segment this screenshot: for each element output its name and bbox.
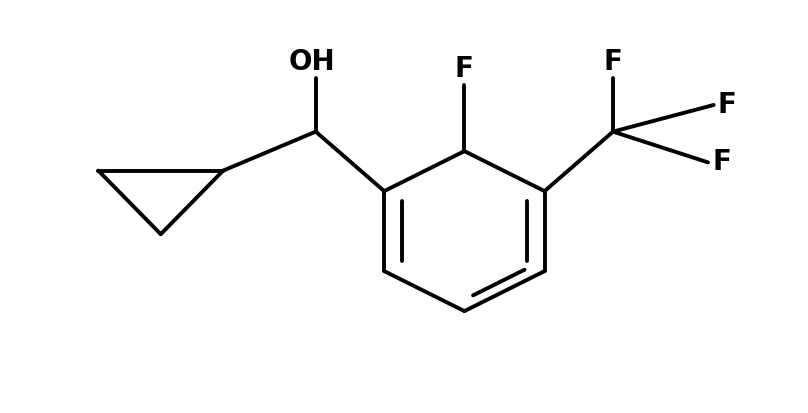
- Text: F: F: [455, 55, 473, 83]
- Text: F: F: [718, 91, 737, 119]
- Text: F: F: [712, 148, 731, 176]
- Text: F: F: [604, 48, 622, 76]
- Text: OH: OH: [288, 48, 335, 76]
